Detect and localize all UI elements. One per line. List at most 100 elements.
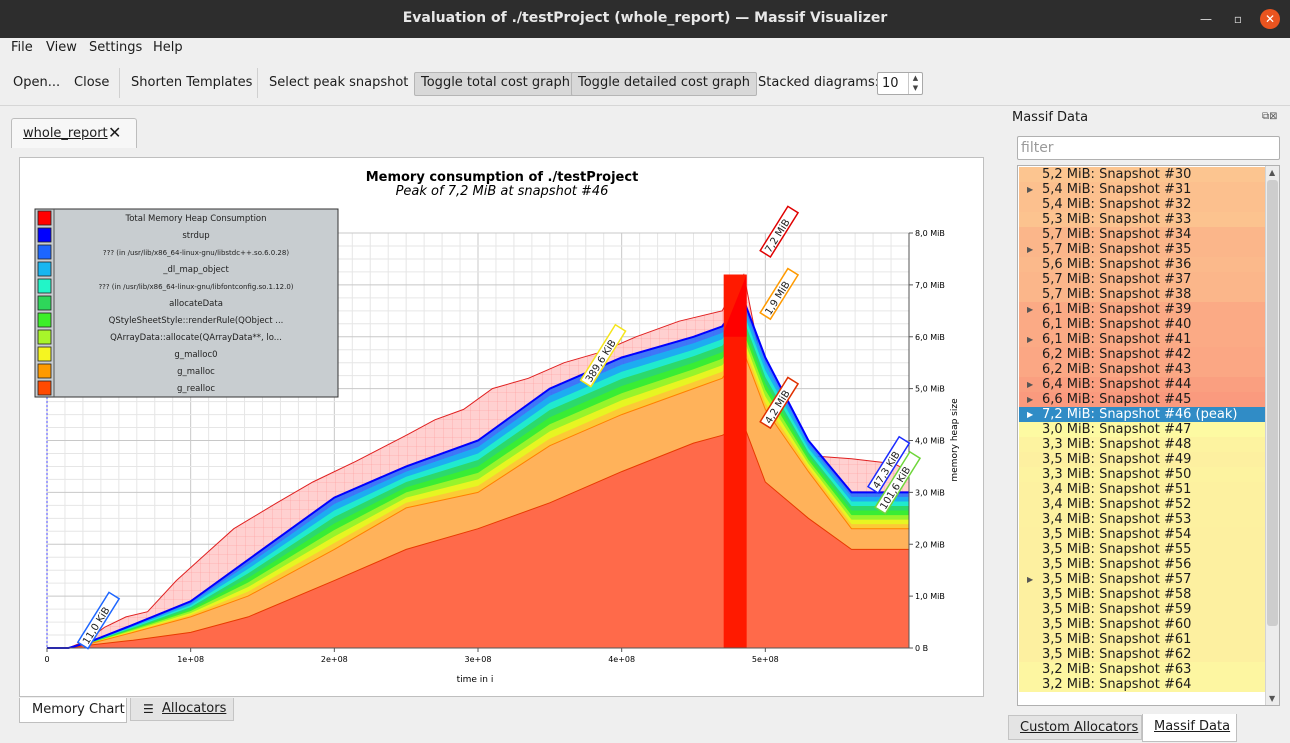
y-tick-label: 6,0 MiB bbox=[915, 333, 945, 342]
snapshot-row[interactable]: 3,2 MiB: Snapshot #64 bbox=[1019, 677, 1266, 692]
snapshot-label: 3,2 MiB: Snapshot #64 bbox=[1042, 677, 1192, 692]
x-tick-label: 5e+08 bbox=[752, 655, 779, 664]
snapshot-label: 3,5 MiB: Snapshot #49 bbox=[1042, 452, 1192, 467]
snapshot-row[interactable]: 3,5 MiB: Snapshot #58 bbox=[1019, 587, 1266, 602]
snapshot-label: 3,5 MiB: Snapshot #57 bbox=[1042, 572, 1192, 587]
snapshot-row[interactable]: 3,3 MiB: Snapshot #50 bbox=[1019, 467, 1266, 482]
tab-custom-allocators[interactable]: Custom Allocators bbox=[1008, 715, 1142, 740]
list-scrollbar[interactable]: ▲ ▼ bbox=[1265, 166, 1279, 705]
snapshot-row[interactable]: 3,2 MiB: Snapshot #63 bbox=[1019, 662, 1266, 677]
legend-swatch bbox=[37, 380, 52, 396]
snapshot-row[interactable]: ▶ 6,1 MiB: Snapshot #41 bbox=[1019, 332, 1266, 347]
snapshot-row[interactable]: 5,4 MiB: Snapshot #32 bbox=[1019, 197, 1266, 212]
menu-settings[interactable]: Settings bbox=[89, 40, 143, 55]
snapshot-row[interactable]: ▶ 6,4 MiB: Snapshot #44 bbox=[1019, 377, 1266, 392]
menu-help[interactable]: Help bbox=[153, 40, 183, 55]
snapshot-row[interactable]: 5,7 MiB: Snapshot #38 bbox=[1019, 287, 1266, 302]
legend-entry: g_malloc0 bbox=[174, 350, 217, 360]
snapshot-row[interactable]: 5,7 MiB: Snapshot #34 bbox=[1019, 227, 1266, 242]
snapshot-row[interactable]: 5,6 MiB: Snapshot #36 bbox=[1019, 257, 1266, 272]
snapshot-row[interactable]: 3,4 MiB: Snapshot #53 bbox=[1019, 512, 1266, 527]
snapshot-row[interactable]: ▶ 5,7 MiB: Snapshot #35 bbox=[1019, 242, 1266, 257]
snapshot-row[interactable]: 3,5 MiB: Snapshot #62 bbox=[1019, 647, 1266, 662]
snapshot-row[interactable]: 3,5 MiB: Snapshot #49 bbox=[1019, 452, 1266, 467]
filter-input[interactable]: filter bbox=[1017, 136, 1280, 160]
annotation-label: 7,2 MiB bbox=[759, 205, 800, 259]
expand-arrow-icon[interactable]: ▶ bbox=[1027, 305, 1034, 314]
legend-box bbox=[34, 208, 339, 398]
snapshot-label: 3,5 MiB: Snapshot #60 bbox=[1042, 617, 1192, 632]
chart-legend: Total Memory Heap Consumption strdup ??? (… bbox=[34, 208, 339, 398]
scroll-up-icon[interactable]: ▲ bbox=[1269, 168, 1276, 177]
snapshot-row[interactable]: 3,5 MiB: Snapshot #55 bbox=[1019, 542, 1266, 557]
document-tab[interactable]: whole_report ✕ bbox=[11, 118, 137, 148]
expand-arrow-icon[interactable]: ▶ bbox=[1027, 245, 1034, 254]
y-tick-label: 0 B bbox=[915, 644, 928, 653]
expand-arrow-icon[interactable]: ▶ bbox=[1027, 575, 1034, 584]
tab-memory-chart-label[interactable]: Memory Chart bbox=[32, 702, 125, 717]
snapshot-row[interactable]: 3,5 MiB: Snapshot #60 bbox=[1019, 617, 1266, 632]
snapshot-row[interactable]: 5,2 MiB: Snapshot #30 bbox=[1019, 167, 1266, 182]
stacked-diagrams-spinbox[interactable]: 10 ▲ ▼ bbox=[877, 72, 923, 95]
scrollbar-thumb[interactable] bbox=[1267, 180, 1278, 626]
close-button[interactable]: Close bbox=[74, 75, 110, 90]
tab-massif-data[interactable]: Massif Data bbox=[1142, 714, 1237, 742]
legend-entry: g_malloc bbox=[177, 367, 215, 377]
shorten-templates-button[interactable]: Shorten Templates bbox=[131, 75, 253, 90]
y-tick-label: 7,0 MiB bbox=[915, 281, 945, 290]
open-button[interactable]: Open... bbox=[13, 75, 61, 90]
snapshot-row[interactable]: 3,3 MiB: Snapshot #48 bbox=[1019, 437, 1266, 452]
tab-allocators-label[interactable]: Allocators bbox=[162, 701, 227, 716]
snapshot-row[interactable]: ▶ 3,5 MiB: Snapshot #57 bbox=[1019, 572, 1266, 587]
snapshot-row[interactable]: 6,2 MiB: Snapshot #42 bbox=[1019, 347, 1266, 362]
snapshot-label: 3,5 MiB: Snapshot #56 bbox=[1042, 557, 1192, 572]
snapshot-row[interactable]: 3,5 MiB: Snapshot #59 bbox=[1019, 602, 1266, 617]
expand-arrow-icon[interactable]: ▶ bbox=[1027, 380, 1034, 389]
legend-swatch bbox=[37, 346, 52, 362]
dock-float-close-icon[interactable]: ⧉⊠ bbox=[1262, 111, 1278, 122]
toggle-total-cost-button[interactable]: Toggle total cost graph bbox=[414, 72, 577, 96]
snapshot-row[interactable]: ▶ 6,1 MiB: Snapshot #39 bbox=[1019, 302, 1266, 317]
snapshot-row[interactable]: ▶ 6,6 MiB: Snapshot #45 bbox=[1019, 392, 1266, 407]
select-peak-button[interactable]: Select peak snapshot bbox=[269, 75, 409, 90]
tab-massif-data-label[interactable]: Massif Data bbox=[1154, 719, 1231, 734]
tab-allocators[interactable]: ☰ Allocators bbox=[130, 698, 234, 721]
spin-arrows-icon[interactable]: ▲ ▼ bbox=[908, 73, 922, 94]
snapshot-list[interactable]: 5,2 MiB: Snapshot #30 ▶ 5,4 MiB: Snapshot … bbox=[1017, 165, 1280, 706]
expand-arrow-icon[interactable]: ▶ bbox=[1027, 410, 1034, 419]
scroll-down-icon[interactable]: ▼ bbox=[1269, 694, 1276, 703]
stacked-diagrams-value[interactable]: 10 bbox=[882, 76, 899, 91]
tab-memory-chart[interactable]: Memory Chart bbox=[19, 698, 127, 723]
snapshot-row[interactable]: 3,5 MiB: Snapshot #56 bbox=[1019, 557, 1266, 572]
toggle-detailed-cost-button[interactable]: Toggle detailed cost graph bbox=[571, 72, 758, 96]
maximize-icon[interactable]: ▫ bbox=[1233, 12, 1243, 26]
snapshot-row[interactable]: 3,5 MiB: Snapshot #61 bbox=[1019, 632, 1266, 647]
minimize-icon[interactable]: — bbox=[1200, 12, 1212, 26]
document-tab-label[interactable]: whole_report bbox=[23, 126, 108, 141]
expand-arrow-icon[interactable]: ▶ bbox=[1027, 335, 1034, 344]
snapshot-row[interactable]: 6,1 MiB: Snapshot #40 bbox=[1019, 317, 1266, 332]
snapshot-row[interactable]: 3,0 MiB: Snapshot #47 bbox=[1019, 422, 1266, 437]
snapshot-row[interactable]: ▶ 7,2 MiB: Snapshot #46 (peak) bbox=[1019, 407, 1266, 422]
close-window-icon[interactable]: ✕ bbox=[1260, 9, 1280, 29]
snapshot-label: 6,1 MiB: Snapshot #39 bbox=[1042, 302, 1192, 317]
x-tick-label: 2e+08 bbox=[321, 655, 348, 664]
snapshot-row[interactable]: 3,5 MiB: Snapshot #54 bbox=[1019, 527, 1266, 542]
snapshot-row[interactable]: ▶ 5,4 MiB: Snapshot #31 bbox=[1019, 182, 1266, 197]
snapshot-row[interactable]: 3,4 MiB: Snapshot #51 bbox=[1019, 482, 1266, 497]
snapshot-row[interactable]: 5,7 MiB: Snapshot #37 bbox=[1019, 272, 1266, 287]
expand-arrow-icon[interactable]: ▶ bbox=[1027, 185, 1034, 194]
series-strdup-line bbox=[47, 298, 909, 649]
menu-view[interactable]: View bbox=[46, 40, 77, 55]
legend-swatch bbox=[37, 244, 52, 260]
snapshot-row[interactable]: 3,4 MiB: Snapshot #52 bbox=[1019, 497, 1266, 512]
expand-arrow-icon[interactable]: ▶ bbox=[1027, 395, 1034, 404]
y-tick-label: 8,0 MiB bbox=[915, 229, 945, 238]
legend-entry: ??? (in /usr/lib/x86_64-linux-gnu/libfon… bbox=[98, 283, 293, 291]
memory-chart[interactable]: Memory consumption of ./testProject Peak… bbox=[20, 158, 983, 696]
menu-file[interactable]: File bbox=[11, 40, 33, 55]
snapshot-row[interactable]: 6,2 MiB: Snapshot #43 bbox=[1019, 362, 1266, 377]
close-tab-icon[interactable]: ✕ bbox=[108, 123, 122, 142]
tab-custom-allocators-label[interactable]: Custom Allocators bbox=[1020, 720, 1139, 735]
snapshot-row[interactable]: 5,3 MiB: Snapshot #33 bbox=[1019, 212, 1266, 227]
